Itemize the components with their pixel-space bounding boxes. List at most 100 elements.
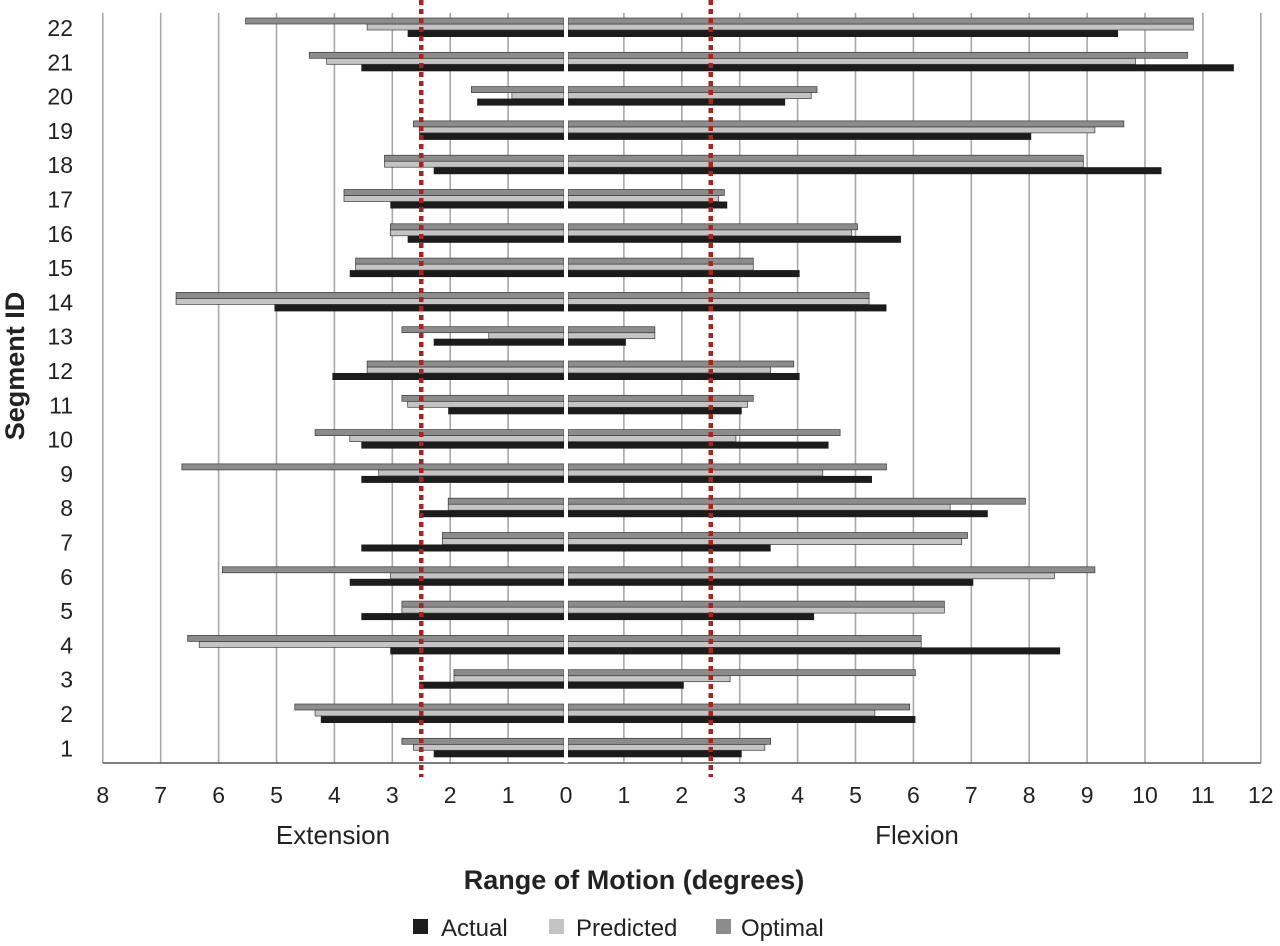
bar-predicted-extension <box>349 435 565 442</box>
bar-predicted-extension <box>488 332 565 340</box>
bar-optimal-flexion <box>567 394 754 402</box>
y-tick-label: 2 <box>60 701 73 727</box>
bar-predicted-extension <box>447 503 565 511</box>
x-tick-label: 8 <box>1023 782 1036 808</box>
y-tick-label: 19 <box>47 118 73 144</box>
x-tick-label: 6 <box>907 782 920 808</box>
legend-label-predicted: Predicted <box>576 915 677 942</box>
y-tick-label: 15 <box>47 255 73 281</box>
bar-optimal-extension <box>245 17 565 25</box>
y-tick-label: 12 <box>47 358 73 384</box>
bar-optimal-flexion <box>567 326 656 334</box>
bar-actual-flexion <box>568 338 626 346</box>
y-tick-label: 4 <box>60 632 73 658</box>
bar-optimal-flexion <box>567 429 841 436</box>
x-tick-labels: 8 7 6 5 4 3 2 1 0 1 2 3 4 5 6 7 8 9 10 11 12 <box>96 782 1273 808</box>
legend-swatch-actual <box>413 919 428 934</box>
bar-predicted-flexion <box>567 366 771 374</box>
bar-actual-flexion <box>568 544 771 552</box>
bar-actual-extension <box>477 98 564 106</box>
bar-optimal-flexion <box>567 532 968 539</box>
bar-predicted-extension <box>418 126 565 134</box>
bar-actual-flexion <box>568 441 829 449</box>
bar-predicted-extension <box>413 743 565 751</box>
bar-predicted-flexion <box>567 469 824 477</box>
bar-actual-flexion <box>568 647 1061 655</box>
bar-actual-extension <box>407 235 564 243</box>
bar-actual-extension <box>433 167 564 175</box>
bar-predicted-flexion <box>567 641 922 648</box>
bar-actual-flexion <box>568 64 1234 72</box>
x-tick-label: 4 <box>791 782 804 808</box>
y-tick-label: 9 <box>60 461 73 487</box>
bar-optimal-flexion <box>567 51 1188 59</box>
y-tick-label: 3 <box>60 667 73 693</box>
bar-predicted-extension <box>389 572 565 580</box>
bar-actual-flexion <box>568 201 728 209</box>
y-tick-label: 13 <box>47 324 73 350</box>
bar-actual-extension <box>332 373 564 380</box>
bar-actual-flexion <box>568 578 974 586</box>
bar-optimal-extension <box>384 154 565 162</box>
bar-predicted-extension <box>401 606 565 614</box>
bar-optimal-extension <box>401 326 565 334</box>
flexion-label: Flexion <box>875 820 959 850</box>
bar-predicted-flexion <box>567 400 748 408</box>
bar-actual-flexion <box>568 167 1162 175</box>
bar-predicted-flexion <box>567 709 876 717</box>
bar-predicted-extension <box>366 23 565 31</box>
legend-label-actual: Actual <box>441 915 508 942</box>
bar-optimal-flexion <box>567 737 771 745</box>
bar-actual-extension <box>361 613 564 621</box>
y-tick-label: 14 <box>47 289 73 315</box>
bar-predicted-extension <box>175 298 565 305</box>
bar-optimal-extension <box>453 669 565 677</box>
y-tick-label: 10 <box>47 427 73 453</box>
bar-predicted-extension <box>378 469 565 477</box>
bar-optimal-extension <box>447 497 565 505</box>
bar-actual-extension <box>349 578 564 586</box>
bar-optimal-extension <box>343 189 565 196</box>
x-tick-label: 8 <box>96 782 109 808</box>
bar-predicted-extension <box>453 675 565 683</box>
bar-optimal-flexion <box>567 600 945 608</box>
bar-optimal-extension <box>222 566 565 574</box>
bar-optimal-extension <box>294 703 565 711</box>
legend: Actual Predicted Optimal <box>413 915 824 942</box>
bar-actual-flexion <box>568 407 742 415</box>
bar-actual-extension <box>419 681 564 689</box>
y-tick-label: 8 <box>60 495 73 521</box>
bar-optimal-extension <box>401 394 565 402</box>
bar-optimal-flexion <box>567 17 1194 25</box>
bar-predicted-extension <box>384 160 565 168</box>
bar-optimal-flexion <box>567 566 1096 574</box>
bar-actual-flexion <box>568 98 786 106</box>
bar-actual-extension <box>361 475 564 483</box>
bars <box>175 13 1234 763</box>
bar-predicted-flexion <box>567 675 731 683</box>
legend-swatch-predicted <box>549 919 564 934</box>
bar-optimal-flexion <box>567 86 818 93</box>
bar-predicted-flexion <box>567 503 951 511</box>
threshold-lines <box>419 0 713 777</box>
y-tick-label: 22 <box>47 15 73 41</box>
bar-actual-flexion <box>568 132 1032 140</box>
bar-actual-extension <box>361 544 564 552</box>
bar-predicted-extension <box>355 263 565 271</box>
zero-divider <box>564 13 568 763</box>
bar-optimal-flexion <box>567 635 922 642</box>
y-tick-label: 1 <box>60 735 73 761</box>
bar-predicted-extension <box>511 92 565 99</box>
bar-optimal-extension <box>442 532 565 539</box>
bar-actual-flexion <box>568 30 1119 37</box>
x-tick-label: 1 <box>502 782 515 808</box>
bar-optimal-extension <box>355 257 565 265</box>
bar-actual-flexion <box>568 510 988 518</box>
bar-optimal-extension <box>314 429 565 436</box>
bar-actual-flexion <box>568 235 901 243</box>
bar-predicted-extension <box>389 229 565 237</box>
y-tick-label: 16 <box>47 221 73 247</box>
x-tick-label: 11 <box>1191 782 1215 808</box>
bar-optimal-flexion <box>567 497 1026 505</box>
bar-predicted-flexion <box>567 538 963 545</box>
